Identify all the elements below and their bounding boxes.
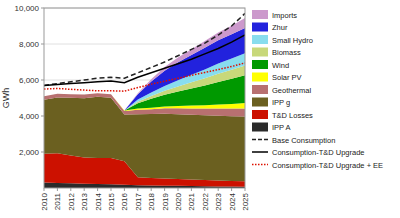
legend-label: Small Hydro	[272, 36, 313, 45]
x-tick-label: 2012	[67, 192, 76, 210]
y-tick	[41, 116, 44, 117]
y-tick-label: 4,000	[19, 112, 40, 121]
x-tick-label: 2021	[187, 192, 196, 210]
y-tick	[41, 80, 44, 81]
line	[44, 13, 245, 85]
legend-label: Zhur	[272, 23, 288, 32]
area	[44, 18, 245, 111]
legend-swatch	[252, 73, 268, 82]
x-tick	[111, 188, 112, 191]
x-tick-label: 2018	[147, 192, 156, 210]
x-tick-label: 2023	[214, 192, 223, 210]
x-tick-label: 2019	[161, 192, 170, 210]
x-tick	[218, 188, 219, 191]
y-tick-label: 10,000	[15, 4, 40, 13]
x-tick-label: 2024	[228, 192, 237, 210]
x-tick	[164, 188, 165, 191]
x-tick	[44, 188, 45, 191]
x-tick	[178, 188, 179, 191]
line	[44, 35, 245, 85]
y-axis-label: GWh	[1, 88, 11, 109]
legend-label: Base Consumption	[272, 136, 335, 145]
x-tick	[151, 188, 152, 191]
x-tick-label: 2014	[94, 192, 103, 210]
x-tick	[84, 188, 85, 191]
legend-label: IPP A	[272, 123, 291, 132]
line	[44, 63, 245, 91]
legend-label: Wind	[272, 61, 289, 70]
x-tick	[124, 188, 125, 191]
legend-swatch	[252, 48, 268, 57]
legend-label: Consumption-T&D Upgrade + EE	[272, 161, 383, 170]
x-tick	[57, 188, 58, 191]
legend-swatch	[252, 10, 268, 19]
legend-swatch	[252, 35, 268, 44]
x-tick	[137, 188, 138, 191]
legend-swatch	[252, 164, 268, 166]
y-tick-label: 6,000	[19, 76, 40, 85]
y-tick-label: 2,000	[19, 148, 40, 157]
x-tick-label: 2017	[134, 192, 143, 210]
x-tick-label: 2015	[107, 192, 116, 210]
legend-label: T&D Losses	[272, 111, 313, 120]
legend: Imports Zhur Small Hydro Biomass Wind Solar P…	[252, 10, 383, 170]
legend-swatch	[252, 123, 268, 132]
legend-label: IPP g	[272, 98, 290, 107]
plot-marks	[44, 13, 245, 188]
x-tick-label: 2020	[174, 192, 183, 210]
legend-label: Imports	[272, 11, 297, 20]
x-tick-label: 2013	[80, 192, 89, 210]
y-tick-label: 8,000	[19, 40, 40, 49]
y-tick	[41, 8, 44, 9]
plot-frame	[44, 8, 245, 188]
x-tick-label: 2022	[201, 192, 210, 210]
legend-swatch	[252, 85, 268, 94]
y-tick	[41, 44, 44, 45]
x-tick-label: 2025	[241, 192, 250, 210]
x-tick	[70, 188, 71, 191]
legend-label: Geothermal	[272, 86, 312, 95]
legend-swatch	[252, 151, 268, 153]
x-tick	[231, 188, 232, 191]
x-tick	[204, 188, 205, 191]
legend-label: Solar PV	[272, 73, 302, 82]
legend-label: Consumption-T&D Upgrade	[272, 148, 365, 157]
x-tick	[245, 188, 246, 191]
legend-swatch	[252, 98, 268, 107]
x-tick-label: 2010	[40, 192, 49, 210]
chart: 2,000 4,000 6,000 8,000 10,000 2010 2011 2012 20…	[0, 0, 400, 218]
y-tick	[41, 152, 44, 153]
x-tick	[191, 188, 192, 191]
x-tick	[97, 188, 98, 191]
legend-swatch	[252, 23, 268, 32]
x-tick-label: 2016	[120, 192, 129, 210]
legend-swatch	[252, 139, 268, 141]
axes: 2,000 4,000 6,000 8,000 10,000 2010 2011 2012 20…	[1, 4, 250, 211]
legend-swatch	[252, 110, 268, 119]
legend-swatch	[252, 60, 268, 69]
x-tick-label: 2011	[53, 192, 62, 210]
legend-label: Biomass	[272, 48, 301, 57]
